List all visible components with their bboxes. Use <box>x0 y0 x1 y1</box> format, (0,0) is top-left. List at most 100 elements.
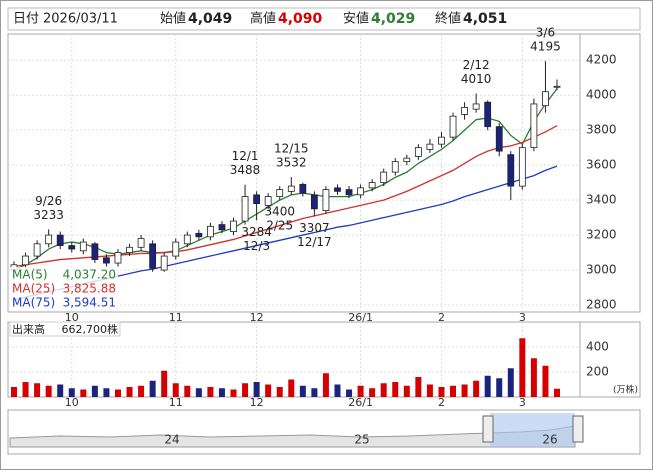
y-tick-label: 2800 <box>586 298 617 312</box>
volume-bar <box>542 365 549 397</box>
close-label: 終値 <box>435 11 461 27</box>
candle-body <box>79 241 87 252</box>
candle-body <box>126 246 133 253</box>
candle-body <box>472 103 480 110</box>
annotation-date: 2/25 <box>266 219 293 233</box>
annotation-date: 9/26 <box>35 194 62 208</box>
x-tick-label: 2 <box>438 396 445 409</box>
volume-bar <box>22 382 29 397</box>
candle-body <box>253 194 261 204</box>
annotation-date: 2/12 <box>463 58 490 72</box>
candle-body <box>310 194 318 210</box>
low-label: 安値 <box>343 11 369 27</box>
close: 4,051 <box>463 11 507 27</box>
legend: MA(5) 4,037.20 MA(25) 3,825.88 MA(75) 3,594.5… <box>10 267 118 310</box>
volume-bar <box>253 382 260 397</box>
candle-body <box>114 252 122 264</box>
navigator-window[interactable] <box>490 413 575 447</box>
ma-line <box>13 88 558 271</box>
volume-bar <box>184 385 191 397</box>
candle-body <box>553 85 561 88</box>
candle-body <box>22 255 29 266</box>
volume-bar <box>519 338 526 397</box>
volume-bar <box>218 388 225 397</box>
open-label: 始値 <box>160 11 186 27</box>
annotation-date: 12/1 <box>232 149 259 163</box>
volume-bar <box>507 368 514 397</box>
candle-body <box>357 187 364 196</box>
candle-body <box>542 91 549 107</box>
candle-body <box>495 126 503 152</box>
date-label: 日付 <box>13 12 39 27</box>
y-tick-label: 200 <box>586 365 609 379</box>
price-panel <box>7 33 641 313</box>
candle-body <box>518 147 526 187</box>
volume-bar <box>288 379 295 397</box>
candle-body <box>322 189 330 211</box>
volume-bar <box>126 387 133 397</box>
volume-bar <box>68 388 75 397</box>
y-tick-label: 4000 <box>586 88 617 102</box>
candle-body <box>276 189 284 198</box>
volume-total: 662,700株 <box>62 322 119 336</box>
candle-body <box>507 154 515 187</box>
legend-value: 4,037.20 <box>63 268 116 282</box>
annotation-date: 3/6 <box>536 26 555 40</box>
x-tick-label: 11 <box>169 396 183 409</box>
volume-bar <box>138 385 145 397</box>
candle-body <box>287 185 295 192</box>
candle-body <box>380 171 388 184</box>
volume-bar <box>114 389 121 397</box>
candle-body <box>183 234 191 245</box>
volume-bar <box>496 378 503 397</box>
volume-bar <box>161 370 168 397</box>
annotation-price: 4195 <box>530 40 561 54</box>
candle-body <box>172 241 180 257</box>
x-tick-label: 2 <box>438 311 445 324</box>
volume-bar <box>311 388 318 397</box>
legend-box <box>10 267 118 310</box>
candle-body <box>103 257 110 264</box>
candle-body <box>91 243 99 260</box>
volume-bar <box>242 383 249 397</box>
volume-bar <box>484 375 491 397</box>
x-tick-label: 12 <box>250 311 264 324</box>
candle-body <box>334 187 341 192</box>
volume-bar <box>473 380 480 397</box>
low: 4,029 <box>371 11 415 27</box>
navigator-label: 24 <box>164 433 179 447</box>
annotation-price: 3284 <box>241 225 272 239</box>
volume-bar <box>149 380 156 397</box>
date: 2026/03/11 <box>43 12 118 27</box>
x-tick-label: 3 <box>519 396 526 409</box>
candle-body <box>45 234 53 245</box>
volume-bar <box>34 383 41 397</box>
navigator-handle[interactable] <box>572 415 584 443</box>
x-tick-label: 26/1 <box>348 311 373 324</box>
volume-bar <box>415 377 422 397</box>
volume-bar <box>450 385 457 397</box>
volume-bar <box>230 389 237 397</box>
legend-value: 3,594.51 <box>63 296 116 310</box>
candle-body <box>241 196 249 222</box>
candle-body <box>195 232 203 238</box>
high-label: 高値 <box>250 11 276 27</box>
volume-bar <box>530 358 537 397</box>
volume-bar <box>403 385 410 397</box>
y-tick-label: 3600 <box>586 158 617 172</box>
volume-bar <box>265 384 272 397</box>
candle-body <box>461 107 468 115</box>
candle-body <box>426 143 434 150</box>
candle-body <box>299 183 307 194</box>
navigator[interactable]: 24 25 26 <box>7 409 641 455</box>
candle-body <box>403 157 411 163</box>
volume-bar <box>11 387 17 397</box>
y-tick-label: 3800 <box>586 123 617 137</box>
volume-bar <box>80 389 87 397</box>
candle-body <box>391 161 399 173</box>
volume-bar <box>461 384 468 397</box>
y-tick-label: 3000 <box>586 263 617 277</box>
candle-body <box>368 182 376 189</box>
navigator-handle[interactable] <box>482 415 494 443</box>
